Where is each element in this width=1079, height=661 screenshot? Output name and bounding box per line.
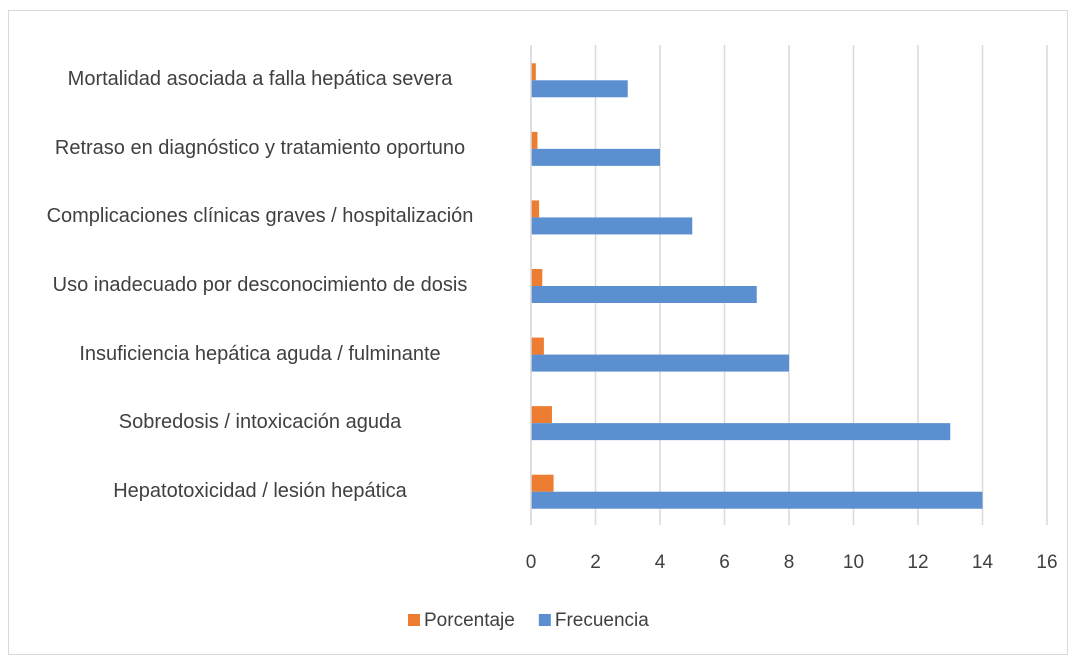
legend-label: Porcentaje: [424, 610, 515, 631]
category-label: Complicaciones clínicas graves / hospita…: [46, 205, 474, 228]
x-tick-label: 12: [907, 552, 928, 573]
bar: [531, 269, 543, 286]
category-label: Hepatotoxicidad / lesión hepática: [113, 479, 407, 502]
x-tick-label: 2: [590, 552, 601, 573]
x-tick-label: 16: [1036, 552, 1057, 573]
category-label: Mortalidad asociada a falla hepática sev…: [67, 68, 453, 91]
bar: [531, 131, 538, 149]
category-label: Retraso en diagnóstico y tratamiento opo…: [54, 136, 466, 159]
x-tick-label: 8: [784, 552, 795, 573]
x-tick-label: 14: [972, 552, 994, 573]
legend-label: Frecuencia: [555, 610, 649, 631]
x-tick-label: 10: [843, 552, 864, 573]
bar: [531, 63, 536, 81]
bar: [531, 423, 951, 441]
bar: [531, 491, 983, 509]
bar: [531, 80, 628, 98]
bar: [531, 474, 554, 492]
category-label: Sobredosis / intoxicación aguda: [118, 411, 402, 434]
category-label: Insuficiencia hepática aguda / fulminant…: [79, 342, 441, 365]
bar: [531, 200, 540, 218]
bar: [531, 286, 757, 303]
legend-swatch: [408, 614, 420, 626]
x-tick-label: 6: [719, 552, 730, 573]
bar: [531, 148, 660, 166]
bar: [531, 354, 789, 372]
bar: [531, 217, 693, 235]
x-tick-label: 4: [655, 552, 666, 573]
chart-frame: [8, 10, 1068, 655]
category-label: Uso inadecuado por desconocimiento de do…: [52, 274, 468, 296]
x-tick-label: 0: [526, 552, 537, 573]
bar: [531, 337, 544, 355]
bar: [531, 406, 552, 424]
legend-swatch: [538, 614, 551, 626]
